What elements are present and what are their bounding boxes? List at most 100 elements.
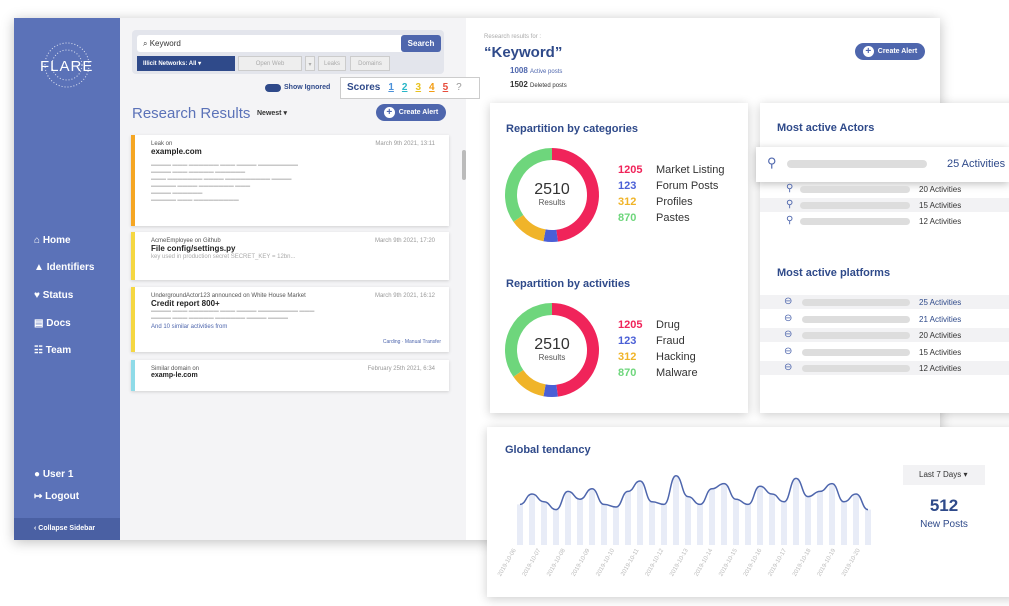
actor-icon: ⚲ [767,155,777,170]
create-alert[interactable]: + Create Alert [376,104,446,121]
filter-domains[interactable]: Domains [350,56,390,71]
nav-logout[interactable]: ↦ Logout [34,491,80,502]
x-tick-label: 2019-10-11 [620,547,641,577]
activity-count: 25 Activities [947,158,1006,170]
line-chart: 2019-10-06 2019-10-07 2019-10-08 2019-10-09… [497,475,871,578]
bar [517,504,523,545]
search-button[interactable]: Search [401,35,441,52]
activity-count: 12 Activities [919,364,962,373]
collapse-sidebar[interactable]: ‹ Collapse Sidebar [14,518,120,540]
x-tick-label: 2019-10-15 [718,547,739,577]
link-icon: ⊖ [784,312,793,324]
result-card[interactable]: Similar domain on examp-le.com February … [131,360,449,391]
donut [505,148,599,242]
nav-docs[interactable]: ▤ Docs [34,318,71,329]
bar [529,494,535,545]
count: 1008 [510,66,528,75]
placeholder [800,218,910,225]
card-type: Similar domain on [151,366,200,372]
stat-value: 512 [929,496,959,515]
bar [841,501,847,545]
link-icon: ⊖ [784,362,793,373]
x-tick-label: 2019-10-13 [669,547,690,577]
filter-open-web[interactable]: Open Web [238,56,302,71]
filter-leaks[interactable]: Leaks [318,56,346,71]
card-similar[interactable]: And 10 similar activities from [151,324,228,330]
nav-status[interactable]: ♥ Status [34,290,74,301]
nav-identifiers[interactable]: ▲ Identifiers [34,262,95,273]
bar [637,481,643,545]
bar [817,491,823,545]
search-input[interactable]: ⌕ Keyword [137,35,441,52]
filter-dropdown[interactable]: ▾ [305,56,315,71]
legend-value: 870 [618,212,637,224]
link-icon: ⊖ [784,296,793,307]
collapse-label: Collapse Sidebar [38,525,96,532]
button-label: Create Alert [877,48,918,55]
scrollbar[interactable] [462,150,466,180]
toggle[interactable] [265,84,281,92]
result-card[interactable]: Leak on example.com March 9th 2021, 13:1… [131,135,449,226]
donut-segment [513,214,546,242]
legend-name: Market Listing [656,164,725,176]
x-tick-label: 2019-10-16 [743,547,764,577]
result-card[interactable]: AcmeEmployee on Github File config/setti… [131,232,449,280]
placeholder [802,365,910,372]
score[interactable]: 5 [442,82,449,93]
placeholder [802,348,910,356]
card-date: March 9th 2021, 13:11 [375,141,435,147]
placeholder [802,332,910,339]
x-tick-label: 2019-10-19 [817,547,838,577]
bar [853,494,859,545]
plus-icon: + [862,46,874,57]
select-label: Last 7 Days [919,470,962,479]
activity-count: 15 Activities [919,347,962,357]
card-date: March 9th 2021, 17:20 [374,238,435,244]
score[interactable]: 2 [401,82,408,93]
line [519,475,869,511]
card-excerpt: ▬▬▬▬ ▬▬▬ ▬▬▬▬▬▬ ▬▬▬ ▬▬▬▬ ▬▬▬▬▬▬▬▬ ▬▬▬▬ ▬▬… [151,162,298,203]
legend-value: 1205 [618,164,643,176]
bar [745,504,751,545]
score[interactable]: 4 [429,82,435,93]
tag: Carding [382,339,401,345]
bar [757,486,763,545]
nav-team[interactable]: ☷ Team [34,345,72,356]
create-alert[interactable]: + Create Alert [855,43,925,60]
donut [505,303,599,397]
sort-select[interactable]: Newest ▾ [257,110,287,117]
result-card[interactable]: UndergroundActor123 announced on White H… [131,287,449,352]
nav-home[interactable]: ⌂ Home [34,235,71,246]
score[interactable]: 1 [388,82,394,93]
bar [709,488,715,545]
active-posts: 1008 Active posts [510,66,562,75]
donut-total: 2510 [534,181,570,198]
help-icon[interactable]: ? [456,82,462,93]
nav-user[interactable]: ● User 1 [34,469,74,480]
card-title: example.com [151,147,202,156]
donut-total-label: Results [538,198,566,207]
actor-icon: ⚲ [786,215,794,226]
nav-label: Logout [45,491,80,502]
sort-label: Newest [257,110,282,117]
count-label: Active posts [530,69,563,75]
bar [721,483,727,545]
research-for: Research results for : [484,34,542,40]
filter-networks[interactable]: Illicit Networks: All ▾ [137,56,235,71]
card-title: examp-le.com [151,372,198,379]
card-date: March 9th 2021, 16:12 [374,293,435,299]
bar [697,504,703,545]
donut-segment [543,229,558,242]
legend-name: Forum Posts [656,180,719,192]
score[interactable]: 3 [415,82,422,93]
legend-value: 312 [618,351,637,363]
nav-label: Status [42,290,74,301]
range-select[interactable]: Last 7 Days ▾ [903,465,985,485]
legend-name: Profiles [656,196,693,208]
section-title: Most active Actors [777,122,875,134]
x-tick-label: 2019-10-12 [645,547,666,577]
count: 1502 [510,80,528,89]
x-tick-label: 2019-10-20 [841,547,862,577]
bar [541,501,547,545]
section-title: Repartition by activities [506,278,631,290]
